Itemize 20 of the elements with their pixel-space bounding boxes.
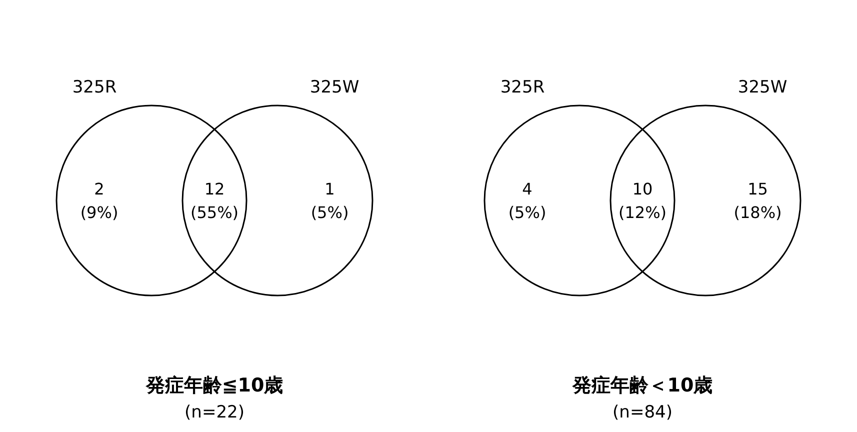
text: (18%) bbox=[734, 203, 782, 222]
text: 325W bbox=[738, 78, 788, 98]
text: (5%) bbox=[310, 203, 349, 222]
text: 発症年齢＜10歳 bbox=[571, 374, 713, 396]
text: 325R bbox=[500, 78, 545, 98]
data-label: 12 bbox=[204, 180, 225, 198]
text: 325W bbox=[310, 78, 360, 98]
text: 325R bbox=[72, 78, 117, 98]
text: (n=22) bbox=[184, 402, 244, 422]
text: 発症年齢≦10歳 bbox=[144, 374, 284, 396]
text: (9%) bbox=[80, 203, 118, 222]
data-label: 15 bbox=[748, 180, 768, 198]
text: (5%) bbox=[508, 203, 546, 222]
text: (55%) bbox=[190, 203, 239, 222]
data-label: 4 bbox=[522, 180, 532, 198]
data-label: 2 bbox=[94, 180, 104, 198]
text: (n=84) bbox=[612, 402, 672, 422]
text: (12%) bbox=[618, 203, 667, 222]
data-label: 1 bbox=[324, 180, 335, 198]
data-label: 10 bbox=[632, 180, 653, 198]
